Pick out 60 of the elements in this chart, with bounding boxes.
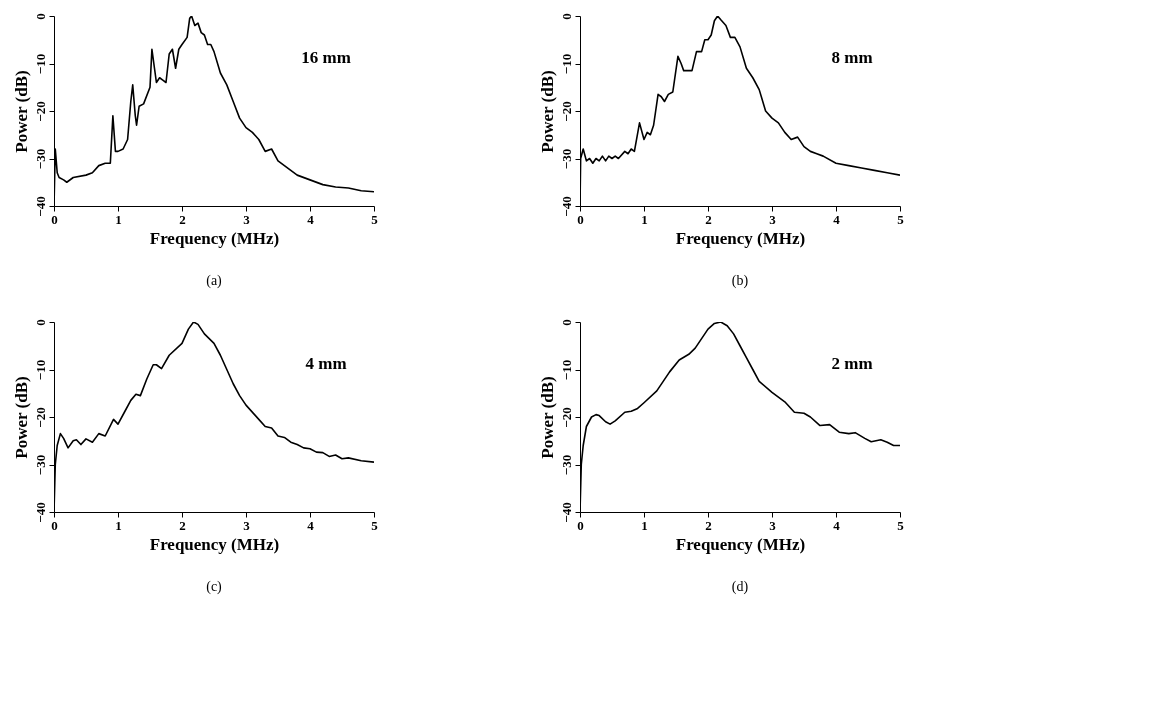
y-tick-label: −30 <box>32 148 48 170</box>
y-tick-label: −10 <box>32 359 48 381</box>
y-axis-title: Power (dB) <box>537 376 557 459</box>
x-tick-label: 5 <box>897 517 905 533</box>
y-axis-title: Power (dB) <box>537 70 557 153</box>
annotation: 8 mm <box>831 47 873 67</box>
x-tick-label: 5 <box>371 211 379 227</box>
y-tick-label: −20 <box>558 101 574 122</box>
y-tick-label: 0 <box>32 319 48 326</box>
y-tick-label: −10 <box>32 53 48 75</box>
y-axis-title: Power (dB) <box>11 376 31 459</box>
y-tick-label: −20 <box>32 101 48 122</box>
y-tick-label: −20 <box>558 407 574 428</box>
x-tick-label: 0 <box>577 211 584 227</box>
y-tick-label: −30 <box>32 454 48 476</box>
x-tick-label: 0 <box>51 211 58 227</box>
y-tick-label: −40 <box>558 502 574 523</box>
y-tick-label: −10 <box>558 53 574 75</box>
x-tick-label: 1 <box>115 211 122 227</box>
y-tick-label: 0 <box>558 319 574 326</box>
annotation: 2 mm <box>831 353 873 373</box>
y-tick-label: −30 <box>558 454 574 476</box>
annotation: 16 mm <box>301 47 351 67</box>
y-tick-label: −10 <box>558 359 574 381</box>
y-tick-label: −40 <box>32 196 48 217</box>
y-axis-title: Power (dB) <box>11 70 31 153</box>
x-tick-label: 1 <box>115 517 122 533</box>
text: (c) <box>206 579 223 595</box>
y-tick-label: 0 <box>558 13 574 20</box>
x-tick-label: 3 <box>243 517 251 533</box>
x-axis-title: Frequency (MHz) <box>149 534 280 554</box>
x-tick-label: 2 <box>705 211 712 227</box>
x-tick-label: 4 <box>307 211 315 227</box>
x-tick-label: 2 <box>179 517 186 533</box>
text: (b) <box>731 273 749 289</box>
x-tick-label: 0 <box>577 517 584 533</box>
x-tick-label: 3 <box>769 517 777 533</box>
annotation: 4 mm <box>305 353 347 373</box>
y-tick-label: −40 <box>558 196 574 217</box>
x-tick-label: 4 <box>307 517 315 533</box>
y-tick-label: −40 <box>32 502 48 523</box>
x-tick-label: 5 <box>897 211 905 227</box>
x-axis-title: Frequency (MHz) <box>675 534 806 554</box>
y-tick-label: −20 <box>32 407 48 428</box>
text: (d) <box>731 579 749 595</box>
x-tick-label: 1 <box>641 211 648 227</box>
x-tick-label: 4 <box>833 211 841 227</box>
y-tick-label: 0 <box>32 13 48 20</box>
x-tick-label: 4 <box>833 517 841 533</box>
x-axis-title: Frequency (MHz) <box>149 228 280 248</box>
x-tick-label: 2 <box>705 517 712 533</box>
y-tick-label: −30 <box>558 148 574 170</box>
x-tick-label: 0 <box>51 517 58 533</box>
x-tick-label: 2 <box>179 211 186 227</box>
x-axis-title: Frequency (MHz) <box>675 228 806 248</box>
x-tick-label: 3 <box>769 211 777 227</box>
x-tick-label: 1 <box>641 517 648 533</box>
text: (a) <box>206 273 223 289</box>
x-tick-label: 3 <box>243 211 251 227</box>
x-tick-label: 5 <box>371 517 379 533</box>
